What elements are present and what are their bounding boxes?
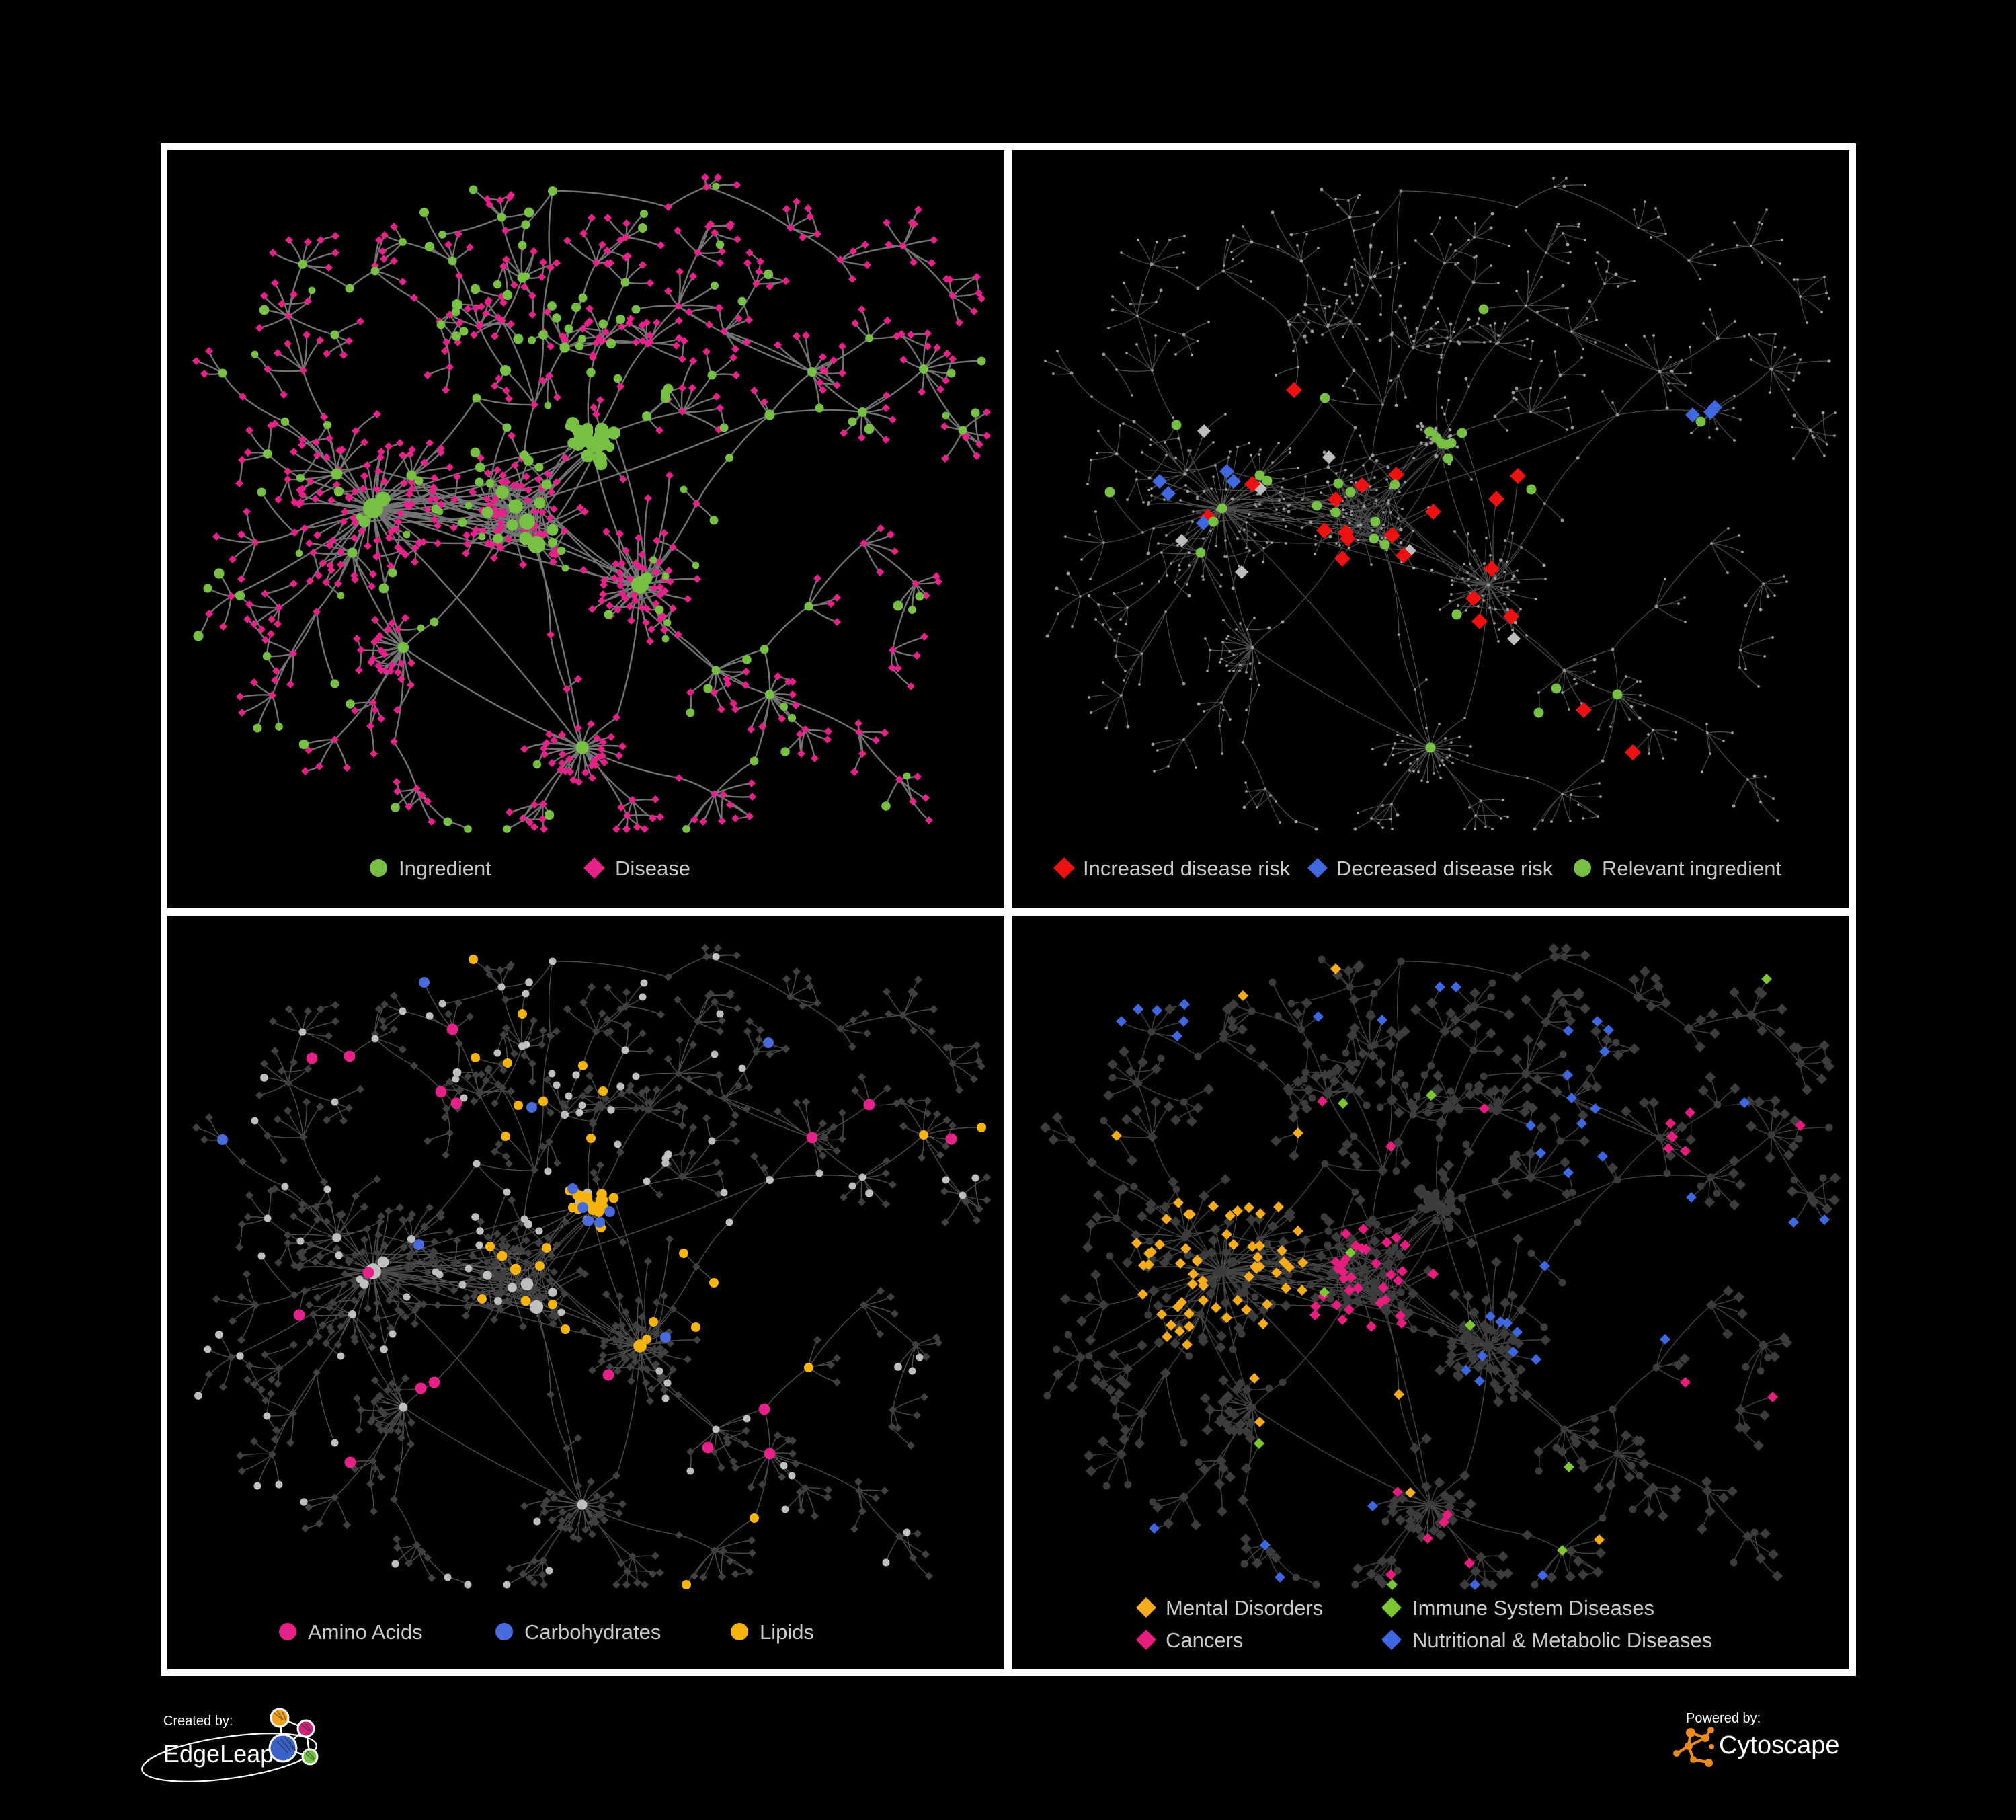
- svg-text:Relevant ingredient: Relevant ingredient: [1602, 857, 1782, 880]
- svg-text:Amino Acids: Amino Acids: [308, 1620, 423, 1644]
- svg-text:EdgeLeap: EdgeLeap: [163, 1740, 274, 1768]
- svg-text:Lipids: Lipids: [760, 1620, 814, 1644]
- svg-text:Nutritional & Metabolic Diseas: Nutritional & Metabolic Diseases: [1412, 1628, 1712, 1652]
- svg-text:Ingredient: Ingredient: [399, 857, 491, 880]
- svg-text:Disease: Disease: [615, 857, 690, 880]
- svg-text:Increased disease risk: Increased disease risk: [1083, 857, 1291, 880]
- svg-text:Cancers: Cancers: [1166, 1628, 1243, 1652]
- svg-text:Carbohydrates: Carbohydrates: [524, 1620, 661, 1644]
- svg-text:Mental Disorders: Mental Disorders: [1166, 1596, 1323, 1620]
- svg-text:Decreased disease risk: Decreased disease risk: [1336, 857, 1554, 880]
- svg-text:Cytoscape: Cytoscape: [1719, 1731, 1840, 1759]
- svg-text:Immune System Diseases: Immune System Diseases: [1412, 1596, 1654, 1620]
- svg-text:Powered by:: Powered by:: [1686, 1711, 1761, 1726]
- svg-text:Created by:: Created by:: [163, 1714, 233, 1729]
